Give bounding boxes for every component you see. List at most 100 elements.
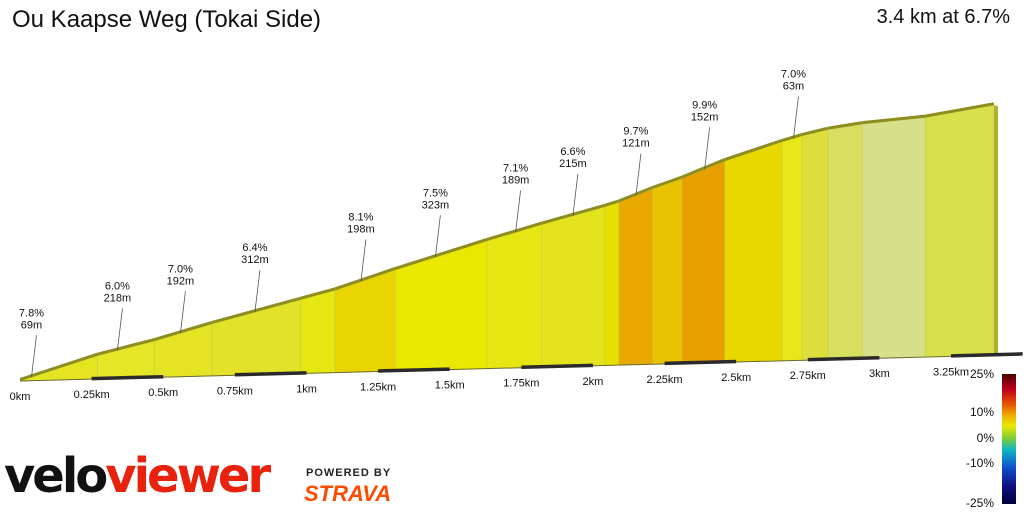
gradient-segment	[827, 123, 863, 360]
profile-top-edge	[300, 287, 336, 300]
annotation-grade: 7.0%	[781, 68, 806, 80]
profile-top-edge	[652, 175, 683, 189]
veloviewer-logo[interactable]: veloviewer	[4, 452, 271, 500]
colorbar-label-10: 10%	[969, 405, 994, 419]
annotation-leader-line	[117, 308, 123, 351]
annotation-grade: 9.9%	[692, 99, 717, 111]
annotation-leader-line	[515, 190, 521, 233]
annotation-grade: 7.0%	[168, 263, 193, 275]
annotation-length: 218m	[104, 293, 132, 305]
profile-top-edge	[154, 321, 213, 341]
gradient-segment	[652, 178, 683, 365]
colorbar-label-25: 25%	[969, 367, 994, 381]
axis-band	[950, 352, 1023, 358]
gradient-segment	[618, 188, 654, 366]
x-tick-label: 1.5km	[435, 380, 465, 392]
annotation-length: 121m	[622, 138, 650, 150]
annotation-grade: 6.6%	[560, 146, 585, 158]
x-tick-label: 1.75km	[503, 378, 539, 390]
annotation-leader-line	[793, 96, 799, 139]
annotation-grade: 7.5%	[423, 187, 448, 199]
profile-edges	[19, 102, 998, 381]
annotation-leader-line	[254, 270, 261, 313]
colorbar-label-neg10: -10%	[965, 456, 994, 470]
axis-band	[664, 359, 737, 366]
x-tick-label: 3km	[869, 368, 890, 380]
x-tick-label: 0.25km	[74, 389, 110, 401]
profile-top-edge	[96, 337, 156, 356]
annotation-length: 189m	[502, 174, 530, 186]
gradient-segment	[541, 206, 605, 368]
climb-summary: 3.4 km at 6.7%	[876, 6, 1010, 28]
annotation-leader-line	[180, 291, 186, 334]
gradient-segment	[924, 104, 995, 358]
axis-band	[91, 374, 164, 381]
profile-end-face	[994, 105, 998, 356]
profile-top-edge	[862, 114, 926, 125]
profile-top-edge	[801, 126, 829, 136]
x-tick-label: 2km	[583, 376, 604, 388]
axis-band	[234, 371, 307, 377]
chart-title: Ou Kaapse Weg (Tokai Side)	[12, 6, 322, 33]
annotation-length: 69m	[21, 319, 42, 331]
gradient-segment	[861, 117, 926, 359]
profile-top-edge	[394, 238, 488, 270]
profile-top-edge	[211, 296, 302, 324]
axis-band	[378, 367, 450, 373]
colorbar-label-neg25: -25%	[965, 496, 994, 510]
x-tick-label: 1.25km	[360, 382, 396, 394]
annotation-length: 198m	[347, 224, 375, 236]
x-tick-label: 3.25km	[933, 366, 969, 378]
gradient-segment	[681, 160, 726, 364]
axis-band	[807, 355, 880, 362]
x-tick-label: 0.5km	[148, 387, 178, 399]
powered-by-label: POWERED BY	[306, 467, 392, 479]
profile-top-edge	[486, 221, 542, 241]
logo-viewer: viewer	[105, 448, 271, 504]
annotation-leader-line	[360, 239, 367, 282]
annotation-grade: 7.1%	[503, 162, 528, 174]
annotation-leader-line	[704, 127, 711, 170]
gradient-segment	[486, 224, 542, 369]
x-tick-label: 2.5km	[721, 372, 751, 384]
gradient-segment	[394, 240, 488, 372]
annotation-grade: 8.1%	[348, 212, 373, 224]
strava-logo[interactable]: STRAVA	[304, 481, 392, 506]
profile-top-edge	[603, 199, 620, 207]
annotation-leader-line	[635, 153, 642, 196]
profile-top-edge	[19, 352, 98, 381]
colorbar-label-0: 0%	[976, 431, 994, 445]
x-tick-label: 2.75km	[790, 370, 826, 382]
annotation-length: 215m	[559, 158, 587, 170]
annotation-length: 152m	[691, 111, 719, 123]
annotation-leader-line	[434, 215, 441, 258]
x-tick-label: 0.75km	[217, 385, 253, 397]
profile-top-edge	[781, 133, 803, 142]
gradient-segment	[604, 202, 620, 366]
logo-velo: velo	[4, 448, 108, 504]
annotation-grade: 6.4%	[242, 242, 267, 254]
x-tick-label: 1km	[296, 383, 317, 395]
x-tick-label: 2.25km	[647, 374, 683, 386]
gradient-segment	[300, 289, 336, 374]
gradient-segment	[801, 129, 829, 361]
profile-top-edge	[681, 158, 726, 179]
annotation-length: 323m	[422, 199, 450, 211]
annotation-length: 312m	[241, 254, 269, 266]
x-axis: 0km 0.25km 0.5km 0.75km 1km 1.25km 1.5km 1.75km…	[10, 352, 1023, 403]
annotation-length: 63m	[783, 80, 804, 92]
gradient-colorbar	[1002, 374, 1016, 504]
annotation-grade: 9.7%	[623, 126, 648, 138]
axis-band	[521, 363, 593, 369]
annotation-leader-line	[31, 335, 37, 378]
gradient-annotations: 7.8%69m6.0%218m7.0%192m6.4%312m8.1%198m7…	[19, 68, 806, 378]
annotation-grade: 6.0%	[105, 281, 130, 293]
profile-top-edge	[924, 102, 995, 118]
gradient-segment	[781, 135, 803, 362]
profile-top-edge	[724, 138, 783, 161]
profile-top-edge	[827, 121, 863, 130]
annotation-grade: 7.8%	[19, 307, 44, 319]
gradient-segments	[19, 104, 995, 382]
annotation-leader-line	[572, 173, 579, 216]
